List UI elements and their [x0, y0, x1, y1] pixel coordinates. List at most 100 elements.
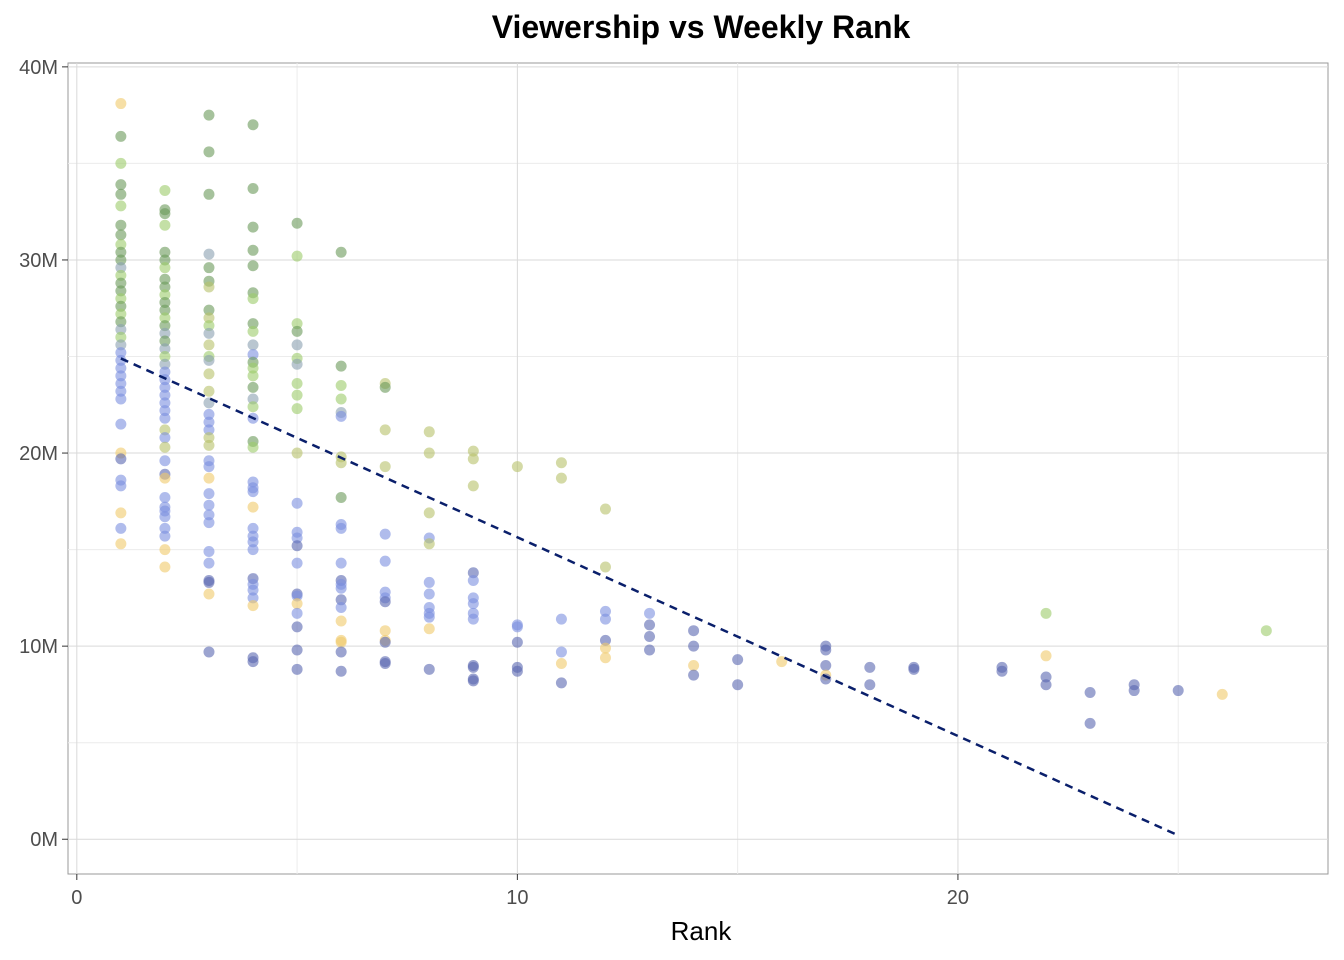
data-point [115, 269, 127, 281]
data-point [335, 615, 347, 627]
data-point [247, 536, 259, 548]
data-point [159, 335, 171, 347]
data-point [159, 289, 171, 301]
data-point [1084, 686, 1096, 698]
data-point [159, 184, 171, 196]
data-point [159, 281, 171, 293]
data-point [247, 441, 259, 453]
data-point [599, 642, 611, 654]
data-point [467, 613, 479, 625]
data-point [159, 472, 171, 484]
data-point [159, 381, 171, 393]
data-point [159, 208, 171, 220]
data-point [159, 397, 171, 409]
data-point [115, 277, 127, 289]
data-point [159, 530, 171, 542]
data-point [203, 281, 215, 293]
data-point [291, 532, 303, 544]
data-point [159, 544, 171, 556]
data-point [291, 590, 303, 602]
data-point [159, 491, 171, 503]
data-point [335, 636, 347, 648]
data-point [115, 239, 127, 251]
axis-ticks [62, 66, 959, 880]
data-point [159, 304, 171, 316]
data-point [203, 339, 215, 351]
data-point [908, 663, 920, 675]
data-point [291, 447, 303, 459]
trend-line-group [120, 357, 1179, 837]
data-point [511, 621, 523, 633]
data-point [335, 393, 347, 405]
data-point [599, 605, 611, 617]
data-point [203, 461, 215, 473]
data-point [379, 636, 391, 648]
data-point [423, 588, 435, 600]
data-point [247, 584, 259, 596]
data-point [467, 480, 479, 492]
data-point [335, 491, 347, 503]
data-point [203, 472, 215, 484]
data-point [555, 472, 567, 484]
data-point [291, 540, 303, 552]
data-point [1040, 679, 1052, 691]
data-point [159, 412, 171, 424]
data-point [247, 401, 259, 413]
data-point [467, 598, 479, 610]
data-point [159, 366, 171, 378]
data-point [159, 441, 171, 453]
data-point [115, 130, 127, 142]
data-point [379, 424, 391, 436]
data-point [159, 254, 171, 266]
data-point [115, 262, 127, 274]
data-point [511, 665, 523, 677]
data-point [335, 582, 347, 594]
data-point [291, 557, 303, 569]
data-point [115, 188, 127, 200]
y-tick-label: 20M [19, 443, 58, 465]
data-point [379, 596, 391, 608]
data-point [247, 522, 259, 534]
y-tick-label: 10M [19, 636, 58, 658]
data-point [291, 644, 303, 656]
data-points [115, 98, 1272, 729]
data-point [115, 378, 127, 390]
data-point [423, 507, 435, 519]
data-point [1040, 671, 1052, 683]
data-point [423, 576, 435, 588]
data-point [159, 358, 171, 370]
data-point [159, 561, 171, 573]
data-point [732, 654, 744, 666]
data-point [203, 576, 215, 588]
data-point [115, 507, 127, 519]
plot-panel [67, 62, 1329, 875]
data-point [688, 625, 700, 637]
data-point [732, 679, 744, 691]
data-point [644, 607, 656, 619]
tick-labels: 0 10 20 0M 10M 20M 30M 40M [19, 57, 969, 909]
data-point [203, 354, 215, 366]
data-point [203, 188, 215, 200]
data-point [555, 658, 567, 670]
data-point [203, 327, 215, 339]
data-point [115, 98, 127, 110]
data-point [291, 250, 303, 262]
data-point [247, 592, 259, 604]
data-point [335, 665, 347, 677]
data-point [423, 538, 435, 550]
data-point [511, 636, 523, 648]
chart-title: Viewership vs Weekly Rank [492, 9, 911, 45]
data-point [335, 246, 347, 258]
data-point [159, 262, 171, 274]
data-point [203, 416, 215, 428]
data-point [203, 517, 215, 529]
data-point [115, 229, 127, 241]
data-point [247, 293, 259, 305]
data-point [115, 331, 127, 343]
data-point [115, 362, 127, 374]
data-point [335, 522, 347, 534]
data-point [423, 623, 435, 635]
data-point [115, 254, 127, 266]
data-point [247, 221, 259, 233]
